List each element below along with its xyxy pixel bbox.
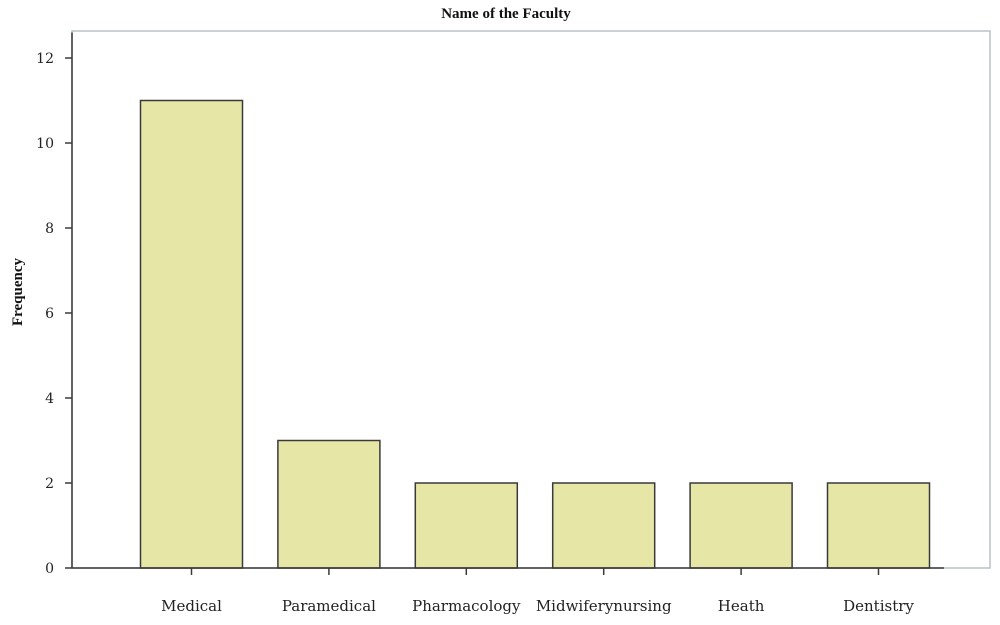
bar-paramedical [277, 439, 381, 569]
bar-midwiferynursing [551, 482, 656, 569]
bars [139, 99, 931, 569]
y-tick-label: 12 [36, 51, 54, 67]
x-tick-label: Midwiferynursing [536, 597, 672, 615]
y-tick-label: 2 [45, 476, 54, 492]
x-tick-label: Heath [718, 597, 765, 615]
bar-dentistry [826, 482, 931, 569]
chart-title: Name of the Faculty [441, 6, 571, 22]
x-tick-label: Pharmacology [412, 597, 521, 615]
y-tick-label: 8 [45, 221, 54, 237]
y-tick-label: 6 [45, 306, 54, 322]
y-axis: 0 2 4 6 8 10 12 [36, 32, 73, 577]
x-tick-label: Medical [161, 597, 222, 615]
bar-pharmacology [414, 482, 519, 569]
y-tick-label: 0 [45, 561, 54, 577]
x-tick-label: Dentistry [843, 597, 914, 615]
y-axis-label: Frequency [10, 257, 26, 326]
y-tick-label: 10 [36, 136, 54, 152]
bar-heath [689, 482, 793, 569]
bar-medical [139, 99, 244, 569]
y-tick-label: 4 [45, 391, 54, 407]
x-axis: Medical Paramedical Pharmacology Midwiferyn… [72, 567, 944, 615]
x-tick-label: Paramedical [282, 597, 376, 615]
